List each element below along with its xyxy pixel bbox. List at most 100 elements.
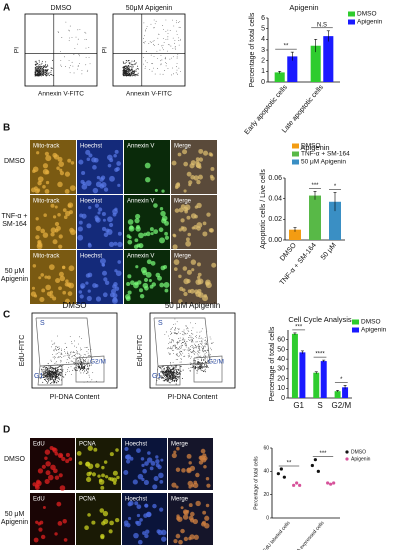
flow-dot	[53, 350, 55, 352]
flow-dot	[167, 36, 169, 38]
flow-dot	[178, 328, 180, 330]
flow-dot	[78, 366, 80, 368]
cell	[204, 523, 210, 529]
flow-dot	[178, 348, 180, 350]
cell	[129, 456, 134, 461]
dot	[310, 463, 314, 468]
flow-dot	[160, 371, 162, 373]
flow-dot	[171, 339, 173, 341]
cell	[31, 286, 36, 290]
flow-dot	[54, 356, 56, 358]
flow-dot	[143, 42, 145, 43]
flow-dot	[202, 362, 204, 364]
flow-dot	[160, 55, 162, 57]
flow-dot	[175, 372, 177, 374]
flow-dot	[50, 346, 52, 348]
row-label: DMSO	[4, 158, 25, 165]
cell	[95, 296, 102, 302]
dot	[332, 481, 336, 485]
legend-swatch	[348, 19, 355, 25]
cell	[144, 533, 149, 539]
cell	[46, 291, 52, 297]
flow-dot	[178, 342, 180, 343]
flow-dot	[58, 381, 60, 383]
plot-title: DMSO	[63, 301, 87, 310]
flow-dot	[123, 73, 125, 75]
flow-dot	[51, 59, 53, 61]
flow-dot	[60, 51, 61, 52]
cell	[35, 225, 41, 231]
flow-dot	[173, 377, 175, 379]
cell	[55, 277, 61, 284]
flow-dot	[191, 337, 193, 339]
flow-dot	[56, 335, 58, 337]
cell	[40, 228, 46, 234]
flow-dot	[126, 67, 128, 69]
flow-dot	[169, 378, 171, 380]
flow-dot	[168, 375, 170, 377]
cell	[117, 183, 121, 187]
cell	[173, 538, 178, 544]
flow-dot	[200, 367, 201, 369]
flow-dot	[83, 368, 85, 370]
flow-dot	[199, 349, 201, 351]
flow-dot	[178, 377, 180, 379]
flow-dot	[172, 373, 174, 375]
flow-dot	[135, 70, 137, 72]
flow-dot	[184, 345, 186, 347]
cell	[64, 189, 70, 194]
flow-dot	[174, 370, 176, 372]
dot	[326, 481, 330, 485]
flow-dot	[55, 371, 57, 373]
cell	[190, 175, 195, 180]
flow-dot	[199, 366, 201, 368]
flow-dot	[36, 67, 38, 69]
flow-dot	[54, 379, 56, 381]
cell	[92, 165, 97, 170]
flow-dot	[40, 378, 42, 380]
flow-dot	[57, 369, 59, 371]
cell	[84, 525, 89, 531]
cell	[58, 473, 63, 478]
flow-dot	[157, 374, 159, 376]
flow-dot	[193, 350, 195, 352]
flow-dot	[45, 379, 47, 381]
cell	[98, 207, 103, 212]
flow-dot	[200, 370, 202, 372]
cell	[102, 226, 107, 232]
cell	[112, 284, 117, 289]
flow-dot	[39, 376, 41, 378]
flow-dot	[199, 337, 201, 339]
flow-dot	[207, 360, 209, 362]
flow-dot	[192, 366, 194, 368]
flow-dot	[56, 368, 58, 370]
flow-dot	[66, 362, 68, 364]
flow-dot	[182, 369, 184, 371]
cell	[194, 214, 198, 219]
flow-dot	[169, 372, 171, 374]
flow-dot	[42, 72, 44, 74]
flow-dot	[47, 371, 49, 373]
flow-dot	[167, 378, 169, 380]
flow-dot	[191, 352, 193, 353]
flow-dot	[55, 353, 57, 355]
flow-dot	[180, 358, 182, 359]
flow-dot	[133, 60, 135, 62]
flow-dot	[202, 366, 204, 368]
cell	[99, 508, 105, 513]
flow-dot	[68, 366, 70, 368]
flow-dot	[47, 65, 49, 67]
image-label: EdU	[33, 497, 45, 503]
flow-dot	[181, 354, 182, 356]
flow-dot	[76, 68, 78, 70]
cell	[79, 294, 84, 299]
gate-label: G2/M	[90, 359, 106, 366]
cell	[180, 528, 185, 534]
cell	[134, 238, 139, 243]
flow-dot	[38, 65, 40, 67]
flow-dot	[198, 337, 200, 339]
cell	[116, 161, 122, 166]
flow-dot	[167, 372, 169, 374]
flow-dot	[212, 360, 214, 362]
flow-dot	[181, 378, 183, 380]
